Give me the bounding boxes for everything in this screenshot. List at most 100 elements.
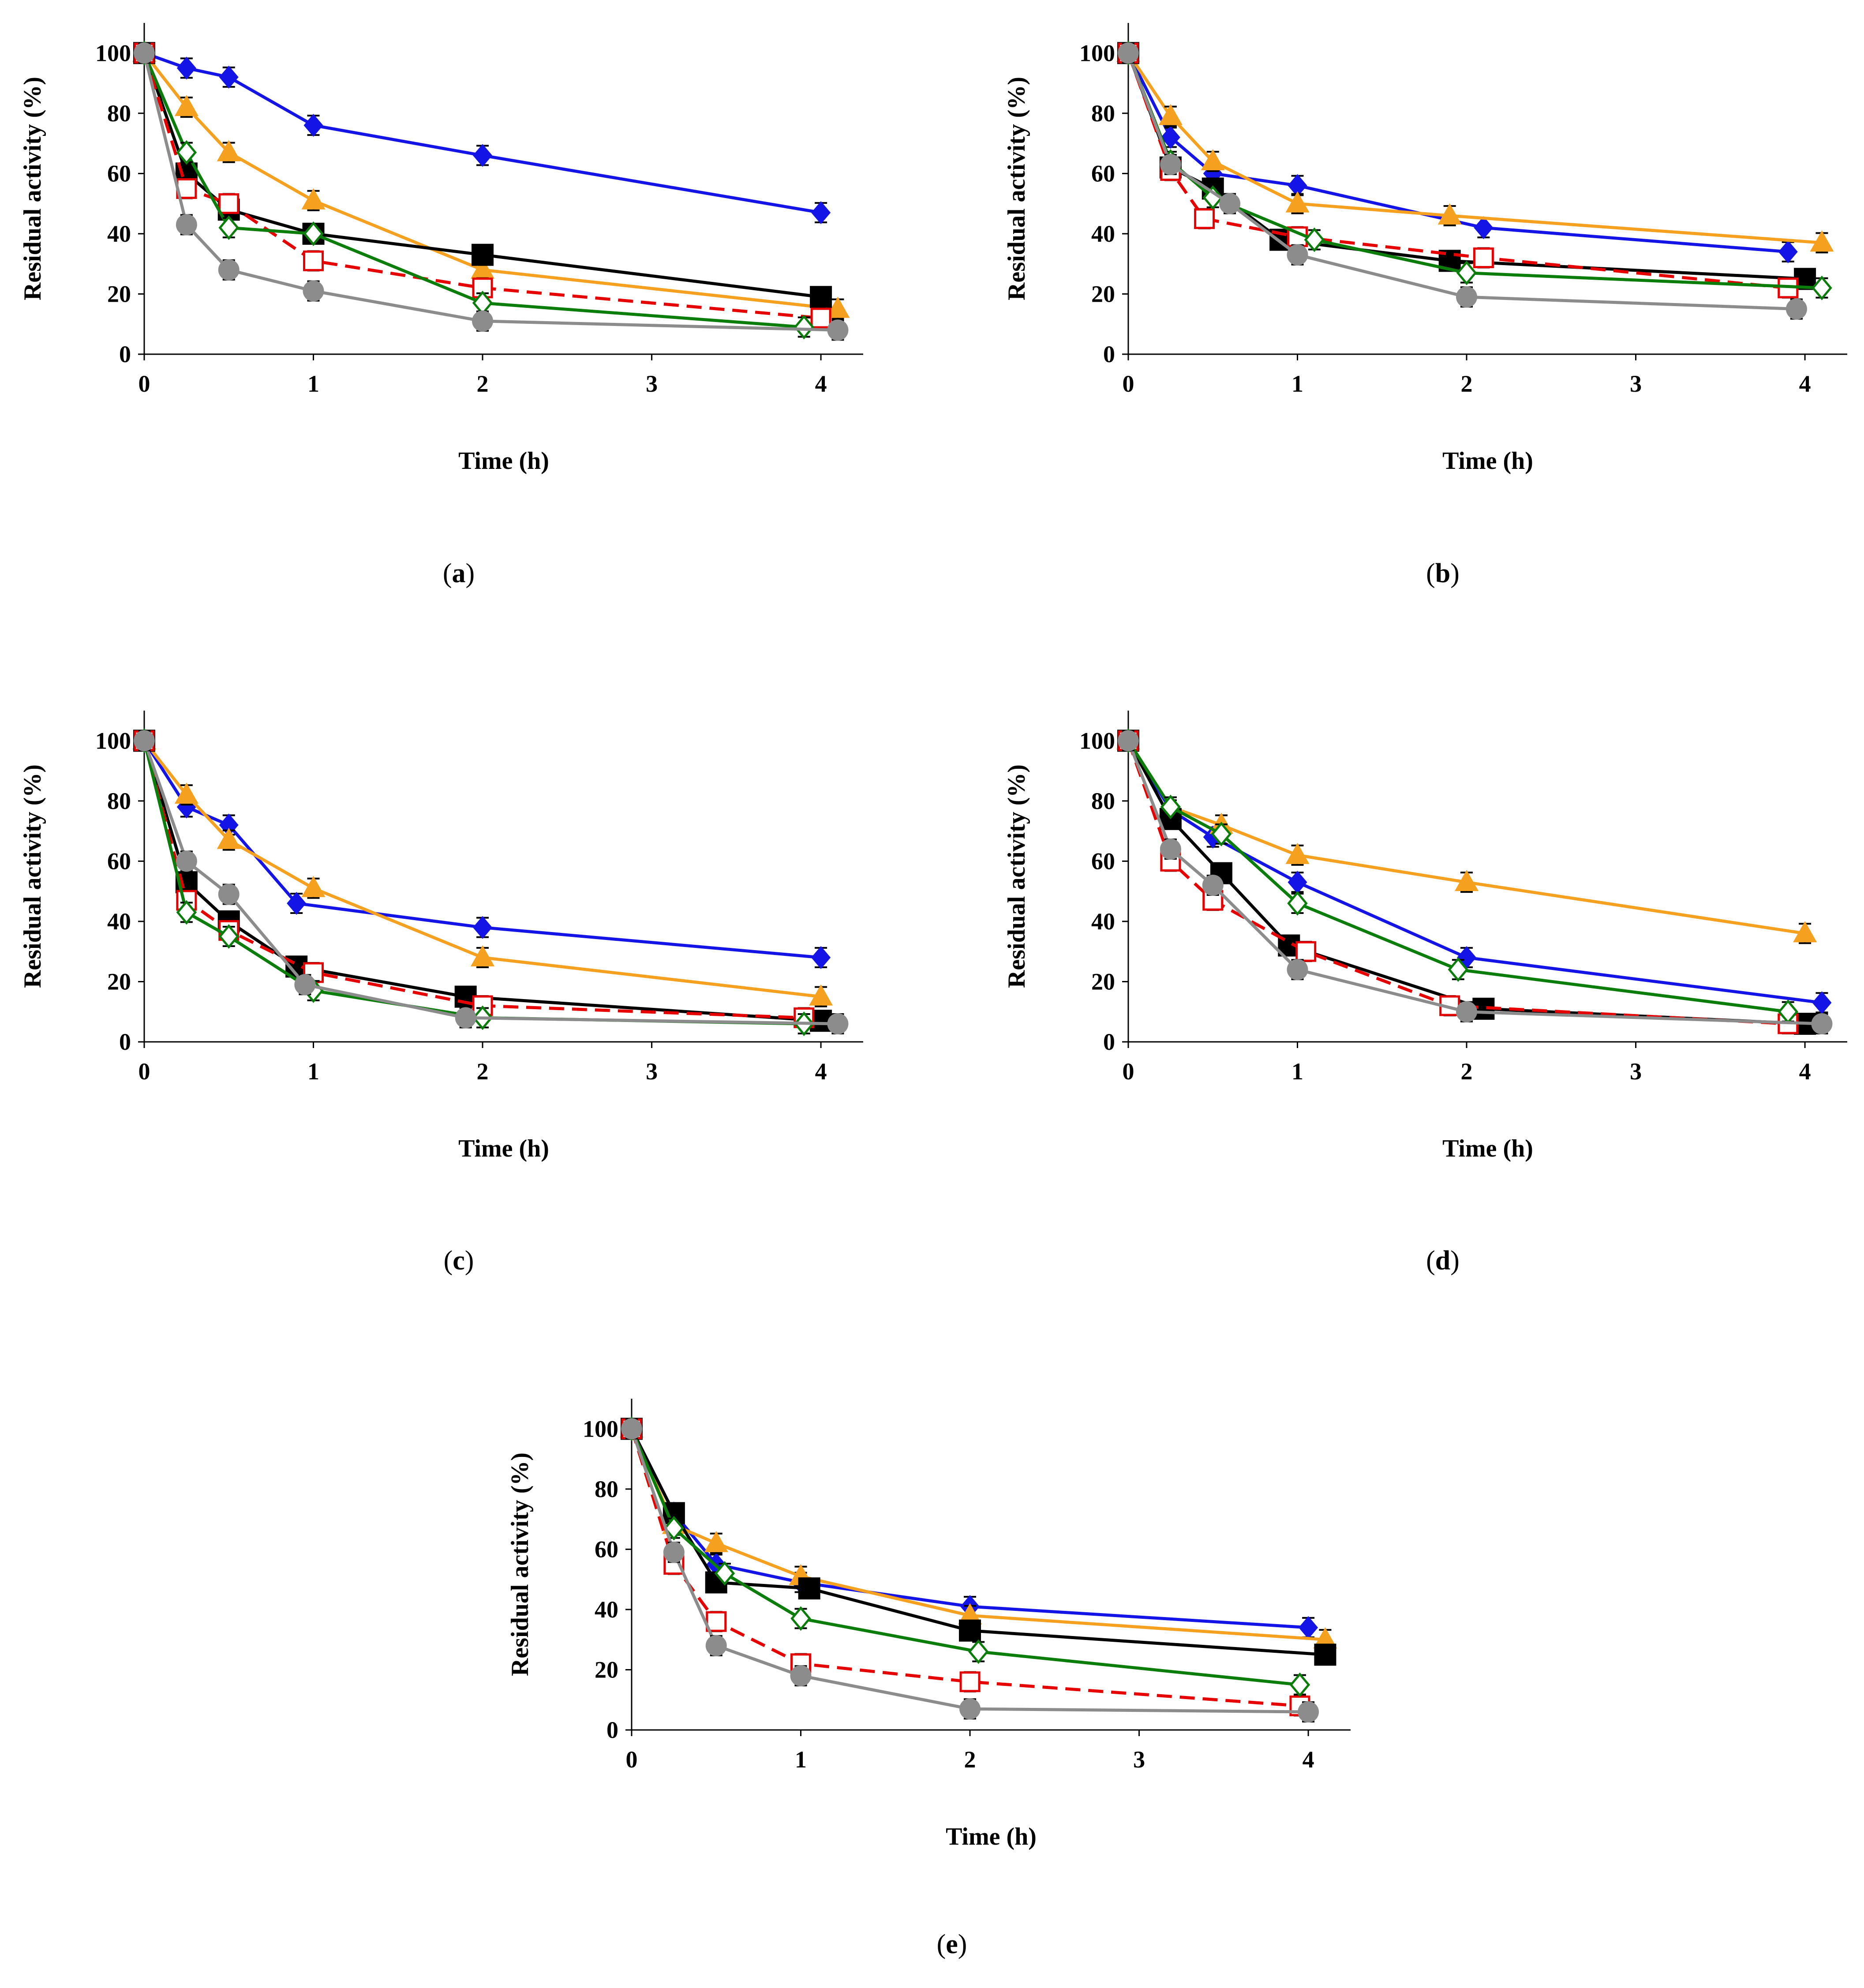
data-point <box>287 891 307 915</box>
data-point <box>218 884 240 905</box>
data-point <box>303 221 324 246</box>
data-point <box>1160 839 1181 860</box>
x-tick-label: 0 <box>138 371 150 397</box>
panel-caption-a: (a) <box>442 558 475 588</box>
y-tick-label: 40 <box>1091 221 1115 247</box>
series-line <box>630 1428 1300 1707</box>
data-point <box>303 280 324 302</box>
data-point <box>1812 275 1832 300</box>
y-tick-label: 0 <box>119 341 131 367</box>
panel-caption-c: (c) <box>443 1246 474 1276</box>
x-axis-label: Time (h) <box>458 1135 549 1162</box>
y-tick-label: 0 <box>1103 1029 1115 1055</box>
data-point <box>1778 240 1798 263</box>
series-green-open-diamond <box>621 1416 1310 1697</box>
data-point <box>1194 208 1215 229</box>
x-tick-label: 2 <box>964 1746 976 1773</box>
series-gray-circle <box>134 42 849 341</box>
data-point <box>1201 149 1225 171</box>
series-line <box>1127 740 1822 1026</box>
series-line <box>1127 52 1797 311</box>
y-tick-label: 100 <box>1079 727 1115 754</box>
y-tick-label: 40 <box>595 1596 618 1623</box>
series-line <box>143 52 838 311</box>
data-point <box>1298 1701 1319 1723</box>
data-point <box>1810 230 1834 252</box>
series-line <box>630 1428 1300 1687</box>
data-point <box>798 1577 820 1600</box>
data-point <box>959 1698 981 1720</box>
data-point <box>705 1635 727 1656</box>
series-line <box>142 740 838 1026</box>
data-point <box>810 286 832 308</box>
panel-caption-e: (e) <box>936 1929 967 1959</box>
data-point <box>1314 1644 1336 1666</box>
data-point <box>219 65 239 89</box>
y-tick-label: 100 <box>95 727 131 754</box>
data-point <box>1456 1001 1478 1022</box>
x-axis-label: Time (h) <box>1442 1135 1533 1162</box>
y-axis-label: Residual activity (%) <box>1003 764 1030 988</box>
data-point <box>1287 244 1308 266</box>
data-point <box>663 1516 685 1541</box>
panel-caption-b: (b) <box>1426 558 1460 588</box>
x-axis-label: Time (h) <box>458 447 549 475</box>
data-point <box>1219 193 1241 214</box>
x-tick-label: 1 <box>1291 371 1303 397</box>
x-tick-label: 1 <box>795 1746 807 1773</box>
data-point <box>1287 959 1308 981</box>
x-tick-label: 2 <box>477 371 489 397</box>
data-point <box>714 1561 735 1586</box>
data-point <box>1160 126 1180 149</box>
x-tick-label: 3 <box>646 371 658 397</box>
series-orange-triangle <box>620 1416 1337 1651</box>
data-point <box>968 1639 989 1664</box>
y-tick-label: 20 <box>107 968 131 995</box>
series-black-square <box>621 1418 1336 1666</box>
series-line <box>1127 740 1805 935</box>
data-point <box>1202 874 1224 896</box>
series-line <box>1127 52 1789 290</box>
x-tick-label: 2 <box>1461 371 1473 397</box>
data-point <box>1455 870 1479 891</box>
data-point <box>1456 286 1478 308</box>
y-tick-label: 0 <box>606 1717 618 1743</box>
x-tick-label: 4 <box>1303 1746 1314 1773</box>
data-point <box>1313 1627 1337 1649</box>
data-point <box>1211 822 1232 846</box>
series-blue-diamond <box>1119 41 1798 263</box>
data-point <box>134 42 155 64</box>
series-orange-triangle <box>1116 41 1834 254</box>
series-orange-triangle <box>132 728 833 1007</box>
data-point <box>176 140 197 165</box>
data-point <box>1785 298 1807 320</box>
chart-panel-c: 0 20 40 60 80 100 0 1 2 3 4 Time (h) Residual activi… <box>19 711 863 1162</box>
series-gray-circle <box>621 1418 1319 1723</box>
data-point <box>217 140 241 161</box>
data-point <box>303 114 323 137</box>
y-tick-label: 80 <box>1091 100 1115 127</box>
x-tick-label: 3 <box>1630 1058 1642 1085</box>
data-point <box>959 1671 981 1692</box>
x-tick-label: 4 <box>815 1058 827 1085</box>
series-line <box>142 740 821 1022</box>
x-tick-label: 0 <box>138 1058 150 1085</box>
data-point <box>471 257 495 279</box>
data-point <box>1793 921 1817 943</box>
y-axis-label: Residual activity (%) <box>19 764 46 988</box>
data-point <box>1118 730 1139 752</box>
data-point <box>1473 247 1494 269</box>
x-tick-label: 1 <box>307 1058 319 1085</box>
data-point <box>218 215 240 240</box>
y-axis-label: Residual activity (%) <box>506 1453 534 1676</box>
chart-panel-a: 0 20 40 60 80 100 0 1 2 3 4 Time (h) Residual activi… <box>19 23 863 475</box>
data-point <box>1474 216 1493 240</box>
y-tick-label: 20 <box>1091 281 1115 307</box>
x-tick-label: 0 <box>626 1746 638 1773</box>
data-point <box>1285 842 1310 864</box>
data-point <box>1158 104 1183 125</box>
data-point <box>621 1418 642 1440</box>
data-point <box>811 201 831 225</box>
data-point <box>473 144 493 167</box>
data-point <box>1295 941 1317 962</box>
